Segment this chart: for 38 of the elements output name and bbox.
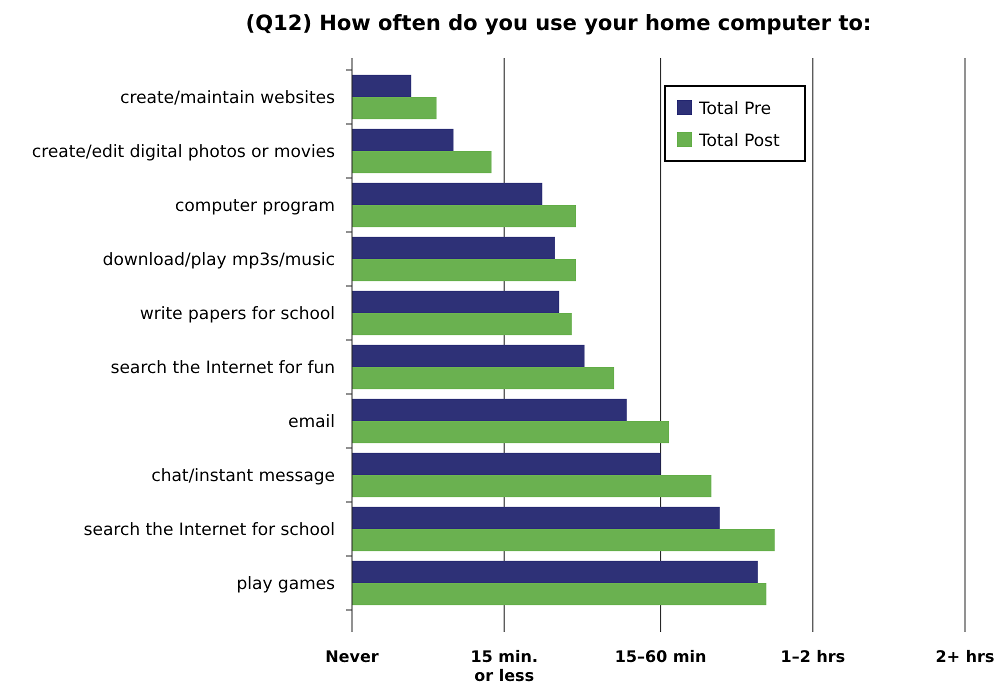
bar	[352, 74, 412, 97]
y-tick-label: computer program	[175, 196, 335, 216]
bar	[352, 236, 555, 259]
ref-line-label: 1–2 hrs	[780, 647, 846, 666]
bar	[352, 529, 775, 552]
y-tick-label: download/play mp3s/music	[102, 250, 335, 270]
bar	[352, 97, 437, 120]
ref-line-label: 15 min. or less	[470, 647, 538, 683]
bar	[352, 367, 614, 390]
bar	[352, 151, 492, 174]
ref-line-label: Never	[325, 647, 379, 666]
bar	[352, 560, 758, 583]
bar	[352, 290, 560, 313]
bar	[352, 506, 720, 529]
y-tick-label: play games	[236, 574, 336, 594]
y-tick-label: create/edit digital photos or movies	[32, 142, 336, 162]
ref-line-label: 2+ hrs	[936, 647, 994, 666]
bar	[352, 421, 670, 444]
legend-label: Total Pre	[698, 99, 772, 119]
chart-title: (Q12) How often do you use your home computer to:	[246, 11, 872, 35]
bar	[352, 475, 712, 498]
bar	[352, 398, 627, 421]
bar	[352, 259, 576, 282]
bar	[352, 313, 572, 336]
ref-line-label: 15–60 min	[614, 647, 706, 666]
bar	[352, 128, 454, 151]
bar	[352, 205, 576, 228]
bar	[352, 583, 766, 606]
y-tick-label: search the Internet for school	[84, 520, 335, 540]
y-tick-label: create/maintain websites	[120, 88, 336, 108]
bar	[352, 344, 585, 367]
bar	[352, 182, 542, 205]
bar	[352, 452, 661, 475]
y-tick-label: write papers for school	[140, 304, 335, 324]
y-tick-label: email	[288, 412, 335, 432]
y-tick-label: chat/instant message	[151, 466, 335, 486]
y-tick-label: search the Internet for fun	[110, 358, 335, 378]
legend-label: Total Post	[698, 131, 780, 151]
